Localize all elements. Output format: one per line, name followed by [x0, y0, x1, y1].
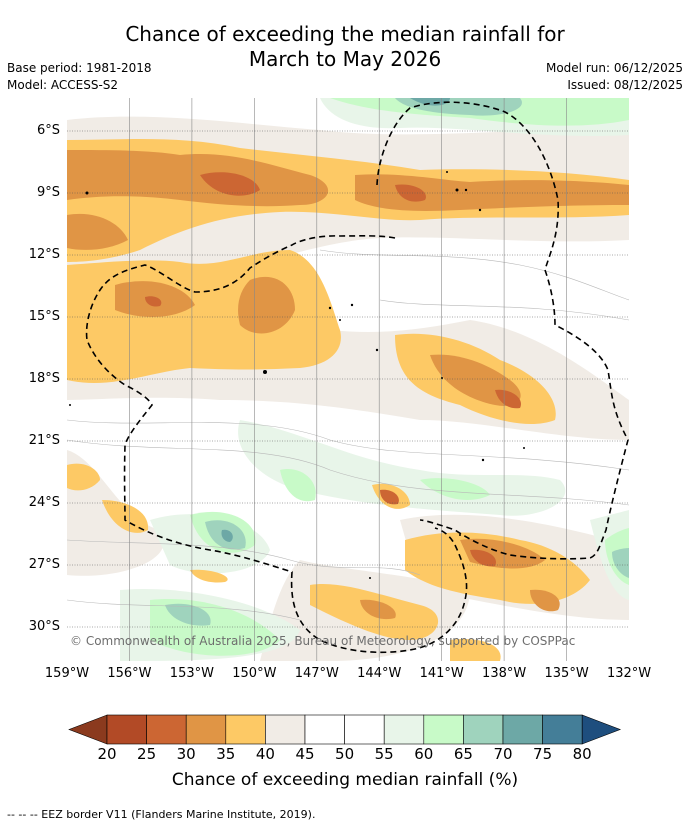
lat-label: 21°S — [28, 433, 60, 448]
colorbar-segment — [463, 714, 504, 745]
colorbar-segment — [344, 714, 385, 745]
map-title: Chance of exceeding the median rainfall … — [0, 22, 690, 72]
base-period: Base period: 1981-2018 — [7, 61, 152, 75]
colorbar-segment — [423, 714, 464, 745]
lon-label: 132°W — [606, 666, 652, 681]
colorbar-tick-label: 65 — [453, 745, 473, 763]
map-plot-area — [67, 98, 629, 661]
lon-label: 156°W — [107, 666, 152, 681]
lat-label: 6°S — [36, 123, 60, 138]
islands — [69, 171, 525, 579]
lat-gridlines — [67, 130, 629, 628]
lon-label: 150°W — [232, 666, 277, 681]
title-line-1: Chance of exceeding the median rainfall … — [125, 22, 565, 46]
colorbar-tick-label: 75 — [533, 745, 553, 763]
colorbar-segment — [225, 714, 266, 745]
colorbar-tick-label: 35 — [216, 745, 236, 763]
colorbar-extend-high — [581, 714, 622, 745]
lon-label: 159°W — [44, 666, 90, 681]
lat-label: 9°S — [36, 185, 60, 200]
lat-label: 30°S — [28, 619, 60, 634]
colorbar-tick-label: 55 — [374, 745, 394, 763]
meta-left: Base period: 1981-2018 Model: ACCESS-S2 — [7, 60, 152, 94]
eez-borders — [85, 101, 629, 654]
lat-label: 24°S — [28, 495, 60, 510]
colorbar-tick-label: 70 — [493, 745, 513, 763]
lat-label: 15°S — [28, 309, 60, 324]
lon-label: 135°W — [544, 666, 589, 681]
colorbar-segment — [106, 714, 147, 745]
eez-kiribati-line-islands — [376, 101, 629, 560]
colorbar-segment — [542, 714, 583, 745]
issued-date: Issued: 08/12/2025 — [567, 78, 683, 92]
colorbar-segment — [383, 714, 425, 745]
colorbar-segment — [304, 714, 345, 745]
copyright-notice: © Commonwealth of Australia 2025, Bureau… — [70, 634, 576, 648]
colorbar-tick-label: 50 — [335, 745, 355, 763]
model-run: Model run: 06/12/2025 — [545, 61, 683, 75]
lat-label: 18°S — [28, 371, 60, 386]
colorbar-segment — [265, 714, 306, 745]
model-name: Model: ACCESS-S2 — [7, 78, 119, 92]
colorbar-tick-label: 40 — [255, 745, 275, 763]
colorbar-tick-label: 20 — [97, 745, 117, 763]
lon-label: 138°W — [482, 666, 527, 681]
colorbar-extend-low — [68, 714, 108, 745]
colorbar-segment — [185, 714, 227, 745]
colorbar-tick-label: 30 — [176, 745, 196, 763]
colorbar — [68, 714, 622, 745]
drier-regions — [67, 150, 629, 620]
colorbar-tick-label: 60 — [414, 745, 434, 763]
colorbar-tick-label: 45 — [295, 745, 315, 763]
lon-label: 147°W — [294, 666, 339, 681]
meta-right: Model run: 06/12/2025 Issued: 08/12/2025 — [546, 60, 683, 94]
lon-gridlines — [129, 98, 567, 661]
colorbar-tick-label: 25 — [137, 745, 157, 763]
eez-legend-note: -- -- -- EEZ border V11 (Flanders Marine… — [7, 808, 316, 821]
title-line-2: March to May 2026 — [248, 47, 442, 71]
colorbar-segment — [502, 714, 543, 745]
lat-label: 12°S — [28, 247, 60, 262]
very-wet-core — [221, 98, 450, 542]
colorbar-segment — [146, 714, 187, 745]
lon-label: 141°W — [419, 666, 464, 681]
driest-regions — [145, 172, 521, 567]
lat-label: 27°S — [28, 557, 60, 572]
colorbar-label: Chance of exceeding median rainfall (%) — [171, 770, 519, 790]
colorbar-tick-label: 80 — [572, 745, 592, 763]
lon-label: 144°W — [357, 666, 402, 681]
lon-label: 153°W — [169, 666, 214, 681]
